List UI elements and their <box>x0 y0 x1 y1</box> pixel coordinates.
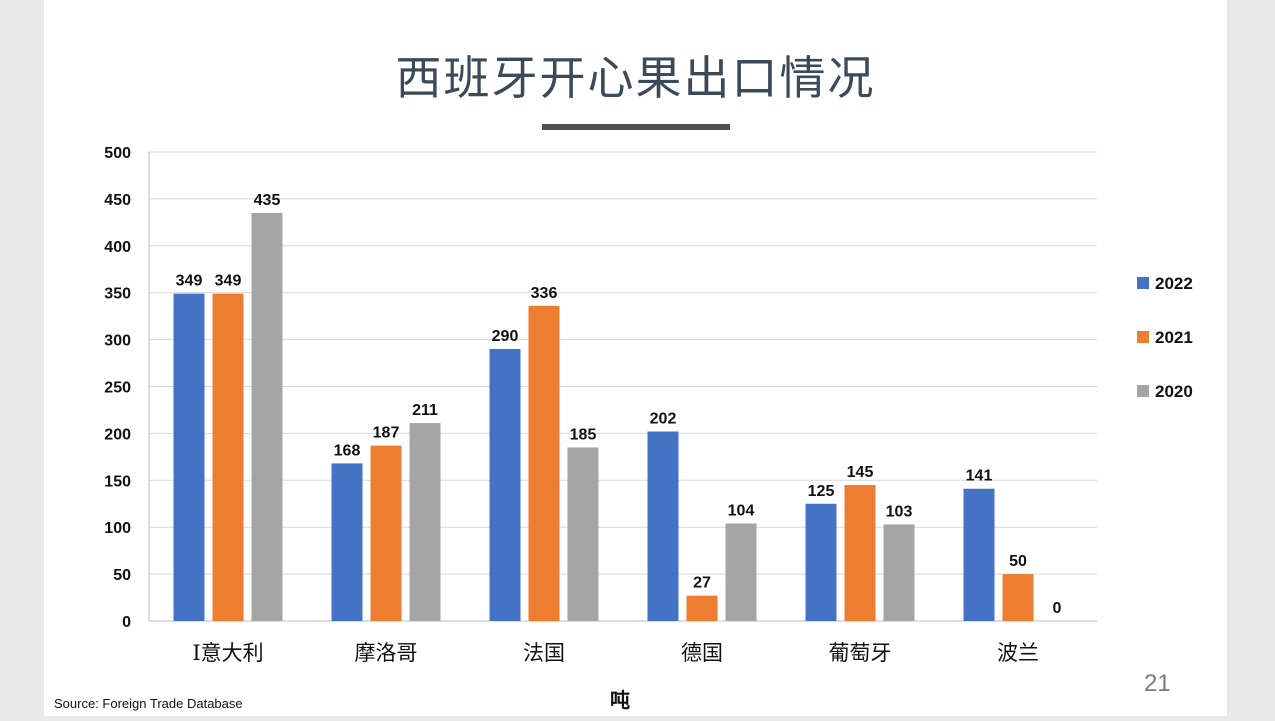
data-label: 125 <box>808 483 835 500</box>
bar <box>963 488 995 621</box>
bar <box>805 503 837 621</box>
bar <box>1002 574 1034 621</box>
data-label: 349 <box>215 273 242 290</box>
data-label: 211 <box>412 402 438 419</box>
bar <box>844 484 876 621</box>
data-label: 336 <box>531 285 558 302</box>
y-tick-label: 0 <box>122 614 131 631</box>
y-tick-label: 300 <box>104 333 131 350</box>
y-tick-label: 400 <box>104 239 131 256</box>
y-tick-label: 50 <box>113 567 131 584</box>
source-note: Source: Foreign Trade Database <box>54 696 243 711</box>
slide: 西班牙开心果出口情况 0 50 100 150 200 250 300 350 400 450 50… <box>44 0 1227 716</box>
legend-label: 2020 <box>1155 382 1193 401</box>
bar <box>686 595 718 621</box>
page-number: 21 <box>1144 670 1171 697</box>
bar <box>370 445 402 621</box>
y-tick-label: 150 <box>104 473 131 490</box>
legend-swatch <box>1137 385 1149 397</box>
data-label: 145 <box>847 464 874 481</box>
y-tick-label: 450 <box>104 192 131 209</box>
legend-label: 2021 <box>1155 328 1193 347</box>
data-label: 187 <box>373 425 400 442</box>
data-label: 202 <box>650 411 677 428</box>
legend-swatch <box>1137 331 1149 343</box>
x-tick-label: 葡萄牙 <box>829 641 892 665</box>
bar <box>409 423 441 621</box>
data-label: 349 <box>176 273 203 290</box>
bar <box>528 305 560 621</box>
data-label: 141 <box>966 468 993 485</box>
bar <box>883 524 915 621</box>
data-label: 290 <box>492 328 519 345</box>
y-tick-label: 500 <box>104 145 131 162</box>
bar <box>489 348 521 621</box>
bar <box>647 431 679 621</box>
bar <box>725 523 757 621</box>
data-label: 104 <box>728 502 755 519</box>
y-tick-label: 200 <box>104 426 131 443</box>
data-label: 435 <box>254 192 281 209</box>
data-label: 0 <box>1053 600 1062 617</box>
x-tick-label: I意大利 <box>192 641 263 665</box>
data-label: 50 <box>1009 553 1027 570</box>
y-tick-label: 250 <box>104 380 131 397</box>
x-tick-label: 摩洛哥 <box>355 641 418 665</box>
data-label: 27 <box>693 575 711 592</box>
bar <box>567 447 599 621</box>
legend-label: 2022 <box>1155 274 1193 293</box>
y-tick-label: 350 <box>104 286 131 303</box>
bar <box>173 293 205 621</box>
y-tick-label: 100 <box>104 520 131 537</box>
legend-swatch <box>1137 277 1149 289</box>
title-underline <box>542 124 730 130</box>
x-axis-label: 吨 <box>610 688 630 712</box>
x-tick-label: 法国 <box>523 641 565 665</box>
data-label: 103 <box>886 503 913 520</box>
data-label: 185 <box>570 426 597 443</box>
bar <box>251 212 283 621</box>
slide-title: 西班牙开心果出口情况 <box>395 51 876 105</box>
bar <box>212 293 244 621</box>
bar <box>331 463 363 621</box>
x-tick-label: 波兰 <box>997 641 1039 665</box>
data-label: 168 <box>334 442 361 459</box>
x-tick-label: 德国 <box>681 641 723 665</box>
